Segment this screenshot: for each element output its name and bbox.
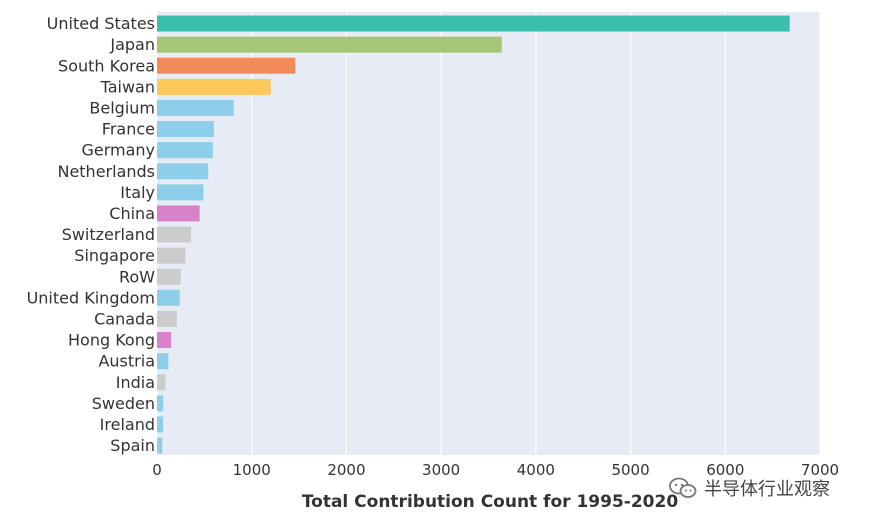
category-label: Taiwan <box>100 77 155 96</box>
bar <box>157 332 172 349</box>
category-label: Austria <box>98 352 155 371</box>
x-tick-label: 1000 <box>233 461 271 479</box>
bar <box>157 57 296 74</box>
x-tick-label: 0 <box>152 461 162 479</box>
wechat-icon <box>669 477 697 498</box>
category-label: Ireland <box>100 415 155 434</box>
bar <box>157 184 204 201</box>
bar <box>157 121 214 138</box>
category-label: Sweden <box>92 394 155 413</box>
category-label: Netherlands <box>57 162 155 181</box>
bar <box>157 163 209 180</box>
category-label: Switzerland <box>62 225 155 244</box>
category-label: Singapore <box>74 246 155 265</box>
category-label: Japan <box>109 35 155 54</box>
watermark-text: 半导体行业观察 <box>704 479 830 500</box>
x-tick-label: 6000 <box>706 461 744 479</box>
bar <box>157 142 213 159</box>
bar <box>157 437 163 454</box>
category-label: South Korea <box>58 56 155 75</box>
bar <box>157 353 169 370</box>
category-label: United States <box>47 14 155 33</box>
category-label: Belgium <box>89 98 155 117</box>
x-tick-label: 2000 <box>327 461 365 479</box>
bar <box>157 268 181 285</box>
bar <box>157 310 177 327</box>
x-axis-title: Total Contribution Count for 1995-2020 <box>302 492 679 512</box>
bar <box>157 99 234 116</box>
category-label: Canada <box>94 309 155 328</box>
bar <box>157 416 164 433</box>
category-label: India <box>116 373 155 392</box>
category-label: Italy <box>120 183 155 202</box>
category-label: Germany <box>81 141 155 160</box>
bar <box>157 36 502 53</box>
category-label: United Kingdom <box>27 288 155 307</box>
bar <box>157 374 166 391</box>
plot-background <box>157 12 820 455</box>
bar <box>157 226 192 243</box>
category-labels: United States Japan South Korea Taiwan Belgi… <box>27 14 156 455</box>
watermark: 半导体行业观察 <box>668 474 830 502</box>
bar <box>157 395 164 412</box>
x-tick-label: 5000 <box>611 461 649 479</box>
category-label: Hong Kong <box>68 331 155 350</box>
x-tick-labels: 0 1000 2000 3000 4000 5000 6000 7000 <box>152 461 839 479</box>
bar <box>157 289 180 306</box>
bar <box>157 15 790 32</box>
bars <box>157 15 790 454</box>
x-tick-label: 7000 <box>801 461 839 479</box>
bar <box>157 205 200 222</box>
category-label: France <box>102 120 155 139</box>
x-tick-label: 3000 <box>422 461 460 479</box>
bar <box>157 78 271 95</box>
category-label: China <box>109 204 155 223</box>
category-label: RoW <box>119 267 155 286</box>
x-tick-label: 4000 <box>517 461 555 479</box>
bar <box>157 247 186 264</box>
category-label: Spain <box>110 436 155 455</box>
